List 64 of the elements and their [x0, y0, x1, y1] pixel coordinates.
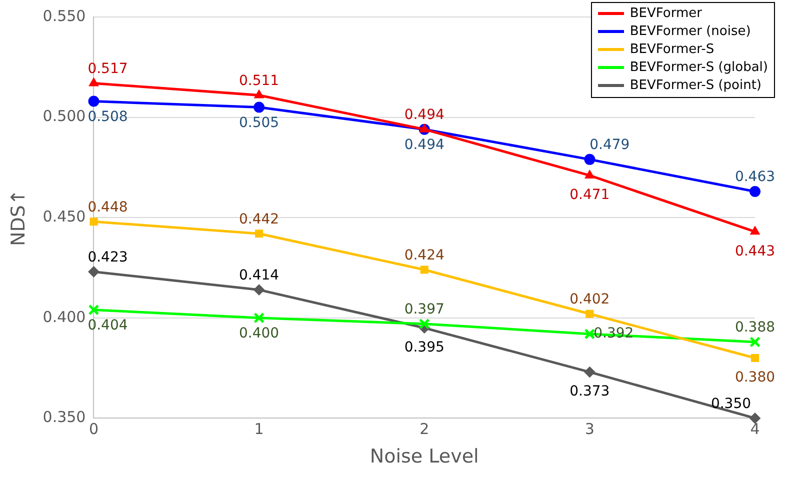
point: [88, 304, 100, 316]
data-label: 0.414: [239, 267, 280, 284]
data-label: 0.380: [734, 370, 776, 386]
y-tick-label: 0.500: [42, 107, 86, 126]
y-tick-label: 0.400: [42, 308, 86, 326]
point: [584, 366, 596, 378]
point: [584, 154, 596, 165]
data-label: 0.350: [710, 396, 752, 412]
data-label: 0.395: [404, 340, 444, 356]
legend-label: BEVFormer: [630, 6, 702, 21]
data-label: 0.494: [404, 106, 444, 123]
point: [418, 318, 430, 330]
data-label: 0.448: [88, 199, 128, 216]
legend-label: BEVFormer-S (point): [630, 78, 762, 93]
point: [750, 354, 760, 362]
point: [420, 124, 430, 132]
point: [750, 186, 760, 198]
data-label: 0.400: [239, 326, 280, 342]
y-axis-title: NDS↑: [7, 189, 30, 246]
data-label: 0.463: [734, 169, 776, 186]
point: [255, 230, 264, 238]
data-label: 0.423: [88, 249, 128, 266]
legend-label: BEVFormer (noise): [630, 24, 751, 39]
legend-label: BEVFormer-S: [630, 42, 714, 57]
x-tick-label: 0: [88, 420, 99, 438]
point: [254, 102, 265, 113]
point: [88, 96, 100, 107]
point: [584, 328, 596, 340]
point: [420, 266, 428, 274]
data-label: 0.404: [88, 318, 128, 334]
data-label: 0.479: [590, 137, 630, 154]
point: [750, 412, 760, 424]
point: [88, 78, 99, 86]
data-label: 0.373: [570, 384, 610, 400]
y-tick-label: 0.550: [42, 6, 86, 25]
point: [750, 336, 760, 348]
x-tick-label: 3: [584, 420, 594, 438]
x-tick-label: 2: [420, 420, 430, 438]
point: [88, 266, 100, 278]
x-tick-label: 4: [750, 420, 760, 438]
data-label: 0.494: [404, 136, 444, 153]
data-label: 0.517: [88, 60, 128, 77]
legend-label: BEVFormer-S (global): [630, 60, 768, 75]
data-label: 0.388: [734, 320, 776, 336]
point: [90, 218, 98, 226]
point: [254, 90, 264, 98]
data-label: 0.443: [734, 243, 776, 260]
y-tick-label: 0.450: [42, 207, 86, 226]
data-label: 0.511: [239, 72, 280, 89]
data-label: 0.424: [404, 247, 444, 264]
x-tick-label: 1: [254, 420, 264, 438]
point: [254, 284, 265, 296]
y-tick-label: 0.350: [42, 408, 86, 426]
point: [586, 310, 594, 318]
data-label: 0.402: [570, 292, 610, 308]
point: [750, 226, 760, 235]
data-label: 0.505: [239, 114, 280, 131]
data-label: 0.471: [570, 187, 610, 204]
data-label: 0.442: [239, 211, 280, 228]
point: [254, 312, 265, 324]
x-axis-title: Noise Level: [370, 446, 479, 468]
data-label: 0.508: [88, 108, 128, 125]
data-label: 0.397: [404, 302, 444, 318]
point: [584, 170, 595, 178]
